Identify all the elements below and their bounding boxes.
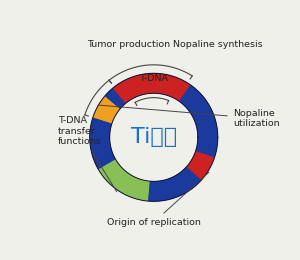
Text: Ti质粒: Ti质粒 bbox=[131, 127, 177, 147]
Polygon shape bbox=[105, 88, 125, 109]
Polygon shape bbox=[179, 85, 218, 157]
Polygon shape bbox=[90, 73, 218, 201]
Polygon shape bbox=[93, 96, 120, 124]
Text: Origin of replication: Origin of replication bbox=[107, 172, 209, 227]
Text: Nopaline
utilization: Nopaline utilization bbox=[98, 105, 280, 128]
Polygon shape bbox=[90, 118, 116, 169]
Text: Tumor production: Tumor production bbox=[87, 40, 170, 49]
Text: Nopaline synthesis: Nopaline synthesis bbox=[173, 40, 262, 49]
Polygon shape bbox=[98, 159, 150, 201]
Text: T-DNA
transfer
functions: T-DNA transfer functions bbox=[58, 116, 117, 192]
Text: T-DNA: T-DNA bbox=[139, 74, 168, 83]
Polygon shape bbox=[187, 151, 215, 180]
Polygon shape bbox=[112, 73, 190, 103]
Polygon shape bbox=[148, 167, 201, 201]
